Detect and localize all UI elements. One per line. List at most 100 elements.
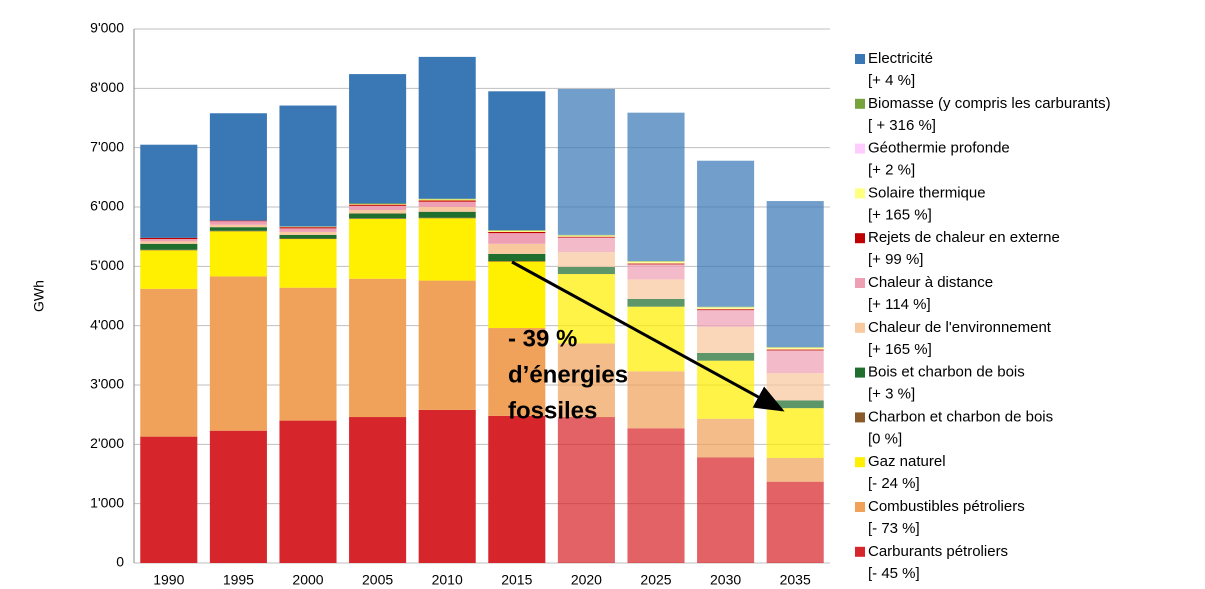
legend-change: [+ 165 %] <box>868 206 932 223</box>
bar-segment <box>627 263 685 265</box>
bar-segment <box>766 373 824 401</box>
legend-label: Electricité <box>868 50 933 67</box>
bar-segment <box>209 113 267 221</box>
bar-segment <box>488 91 546 231</box>
legend-label: Bois et charbon de bois <box>868 364 1025 381</box>
bar-segment <box>418 201 476 207</box>
bar-segment <box>279 231 337 235</box>
bar-segment <box>349 204 407 206</box>
legend-label: Carburants pétroliers <box>868 543 1008 560</box>
bar-segment <box>557 88 615 235</box>
bar-segment <box>279 287 337 421</box>
bar-segment <box>349 278 407 418</box>
bar-segment <box>279 234 337 239</box>
bar-segment <box>140 144 198 238</box>
bar-segment <box>418 280 476 410</box>
bar-segment <box>697 307 755 310</box>
legend-label: Solaire thermique <box>868 184 986 201</box>
bar-segment <box>697 160 755 307</box>
legend-swatch <box>855 367 865 378</box>
bar-segment <box>140 239 198 242</box>
bar-segment <box>140 241 198 244</box>
bar-segment <box>766 347 824 348</box>
bar-segment <box>488 328 546 416</box>
bar-segment <box>418 217 476 219</box>
legend-change: [- 73 %] <box>868 520 920 537</box>
legend-change: [0 %] <box>868 430 902 447</box>
y-tick-label: 7'000 <box>90 138 124 154</box>
bar-segment <box>279 420 337 563</box>
bar-segment <box>627 260 685 262</box>
bar-segment <box>557 237 615 253</box>
legend-change: [ + 316 %] <box>868 117 936 134</box>
bar-segment <box>697 309 755 311</box>
legend-swatch <box>855 502 865 512</box>
legend-label: Chaleur de l'environnement <box>868 319 1052 336</box>
y-tick-label: 2'000 <box>90 435 124 451</box>
bar-segment <box>349 204 407 205</box>
legend-swatch <box>855 54 865 64</box>
legend-change: [+ 2 %] <box>868 162 915 179</box>
legend-label: Rejets de chaleur en externe <box>868 229 1060 246</box>
bar-segment <box>279 227 337 229</box>
bar-segment <box>349 203 407 205</box>
y-tick-label: 4'000 <box>90 316 124 332</box>
legend-label: Chaleur à distance <box>868 274 993 291</box>
legend-change: [- 45 %] <box>868 565 920 582</box>
annotation: fossiles <box>508 397 597 424</box>
bar-segment <box>140 249 198 251</box>
bar-segment <box>488 230 546 232</box>
bar-segment <box>140 237 198 240</box>
bar-segment <box>418 200 476 202</box>
legend-label: Combustibles pétroliers <box>868 498 1025 515</box>
y-tick-label: 9'000 <box>90 20 124 36</box>
x-tick-label: 2000 <box>292 572 323 588</box>
bar-segment <box>279 238 337 240</box>
bar-segment <box>279 226 337 228</box>
bar-segment <box>349 218 407 219</box>
arrow <box>511 260 785 412</box>
bar-segment <box>627 371 685 429</box>
bar-segment <box>766 400 824 409</box>
bar-segment <box>209 220 267 222</box>
bar-segment <box>488 231 546 234</box>
x-tick-label: 2015 <box>501 572 532 588</box>
bar-segment <box>349 417 407 563</box>
bar-segment <box>627 279 685 299</box>
legend-swatch <box>855 322 865 333</box>
bar-segment <box>488 260 546 262</box>
y-tick-label: 0 <box>116 554 124 570</box>
legend-swatch <box>855 188 865 199</box>
bar-segment <box>349 209 407 214</box>
legend-swatch <box>855 412 865 423</box>
bar-segment <box>766 481 824 563</box>
bar-segment <box>209 227 267 231</box>
legend-swatch <box>855 457 865 468</box>
legend-change: [+ 3 %] <box>868 386 915 403</box>
x-tick-label: 2010 <box>432 572 463 588</box>
bar-segment <box>140 436 198 563</box>
bar-segment <box>627 261 685 264</box>
legend-change: [+ 99 %] <box>868 251 923 268</box>
y-axis-label: GWh <box>31 280 47 312</box>
bar-segment <box>766 408 824 458</box>
bar-segment <box>418 409 476 563</box>
annotation: d’énergies <box>508 361 628 388</box>
bar-segment <box>140 288 198 437</box>
bar-segment <box>488 253 546 261</box>
y-tick-label: 8'000 <box>90 79 124 95</box>
legend-label: Géothermie profonde <box>868 140 1010 157</box>
x-tick-label: 2030 <box>710 572 741 588</box>
bar-segment <box>627 306 685 372</box>
bar-segment <box>418 218 476 281</box>
bar-segment <box>557 417 615 563</box>
y-tick-label: 3'000 <box>90 376 124 392</box>
legend-change: [+ 114 %] <box>868 296 931 313</box>
bar-segment <box>697 326 755 353</box>
bar-segment <box>209 430 267 563</box>
bar-segment <box>697 306 755 308</box>
bar-segment <box>557 234 615 236</box>
bar-segment <box>766 457 824 482</box>
bar-segment <box>557 236 615 238</box>
